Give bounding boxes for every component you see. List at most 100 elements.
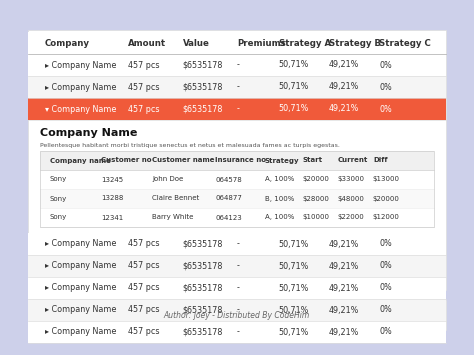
Text: ▸ Company Name: ▸ Company Name [45,328,116,337]
Text: Company name: Company name [50,158,111,164]
Text: $6535178: $6535178 [182,104,223,114]
Text: Strategy A: Strategy A [279,38,331,48]
Text: $12000: $12000 [373,214,400,220]
Text: -: - [237,60,240,70]
Text: $28000: $28000 [302,196,329,202]
Text: -: - [237,104,240,114]
Text: 12341: 12341 [101,214,123,220]
Text: 49,21%: 49,21% [329,262,359,271]
Text: ▸ Company Name: ▸ Company Name [45,306,116,315]
Text: 50,71%: 50,71% [279,82,309,92]
Text: Diff: Diff [373,158,387,164]
Text: Strategy: Strategy [264,158,299,164]
Text: 457 pcs: 457 pcs [128,306,160,315]
Text: 13245: 13245 [101,176,123,182]
Text: $13000: $13000 [373,176,400,182]
Text: $48000: $48000 [337,196,365,202]
Bar [28,321,446,343]
Text: Customer no: Customer no [101,158,152,164]
Text: Value: Value [182,38,210,48]
Bar [40,151,434,170]
Text: 0%: 0% [379,262,392,271]
Text: 49,21%: 49,21% [329,60,359,70]
Text: $10000: $10000 [302,214,329,220]
Text: 0%: 0% [379,82,392,92]
Text: Start: Start [302,158,322,164]
Text: Amount: Amount [128,38,166,48]
Text: Premiums: Premiums [237,38,286,48]
Text: 50,71%: 50,71% [279,104,309,114]
Text: 457 pcs: 457 pcs [128,104,160,114]
Text: 50,71%: 50,71% [279,284,309,293]
Text: 49,21%: 49,21% [329,284,359,293]
Text: 50,71%: 50,71% [279,60,309,70]
Bar [40,170,434,189]
Text: $20000: $20000 [373,196,400,202]
Text: 49,21%: 49,21% [329,104,359,114]
Text: Strategy B: Strategy B [329,38,381,48]
Text: 457 pcs: 457 pcs [128,328,160,337]
Bar [28,233,446,255]
Text: -: - [237,240,240,248]
Text: 50,71%: 50,71% [279,328,309,337]
Bar [28,277,446,299]
Text: $6535178: $6535178 [182,328,223,337]
Text: A, 100%: A, 100% [264,176,294,182]
Text: A, 100%: A, 100% [264,214,294,220]
Text: Sony: Sony [50,196,67,202]
Text: 0%: 0% [379,60,392,70]
Text: 49,21%: 49,21% [329,306,359,315]
Text: 50,71%: 50,71% [279,306,309,315]
Text: Strategy C: Strategy C [379,38,431,48]
Text: -: - [237,262,240,271]
Text: Sony: Sony [50,176,67,182]
Text: $6535178: $6535178 [182,60,223,70]
Text: 457 pcs: 457 pcs [128,240,160,248]
Text: Company Name: Company Name [40,128,137,138]
Text: 0%: 0% [379,306,392,315]
Text: Author: joey - Distributed By CodeHim: Author: joey - Distributed By CodeHim [164,311,310,320]
Text: $6535178: $6535178 [182,306,223,315]
Text: 50,71%: 50,71% [279,262,309,271]
Text: 49,21%: 49,21% [329,328,359,337]
Text: Barry White: Barry White [152,214,194,220]
Bar [28,54,446,76]
Text: ▸ Company Name: ▸ Company Name [45,240,116,248]
Text: 13288: 13288 [101,196,123,202]
Text: 457 pcs: 457 pcs [128,262,160,271]
Text: B, 100%: B, 100% [264,196,294,202]
Text: 0%: 0% [379,284,392,293]
Text: 457 pcs: 457 pcs [128,60,160,70]
Text: 0%: 0% [379,328,392,337]
Text: Insurance no: Insurance no [215,158,266,164]
Bar [28,98,446,120]
Bar [28,30,446,290]
Text: ▸ Company Name: ▸ Company Name [45,284,116,293]
Text: $33000: $33000 [337,176,365,182]
Text: $6535178: $6535178 [182,82,223,92]
Text: Sony: Sony [50,214,67,220]
Text: -: - [237,328,240,337]
Bar [28,255,446,277]
Bar [40,189,434,208]
Text: $20000: $20000 [302,176,329,182]
Text: -: - [237,306,240,315]
Text: $6535178: $6535178 [182,240,223,248]
Text: 0%: 0% [379,240,392,248]
Bar [28,32,446,54]
Text: -: - [237,284,240,293]
Text: 457 pcs: 457 pcs [128,284,160,293]
Text: 50,71%: 50,71% [279,240,309,248]
Text: -: - [237,82,240,92]
Text: $6535178: $6535178 [182,262,223,271]
Text: John Doe: John Doe [152,176,183,182]
Text: Claire Bennet: Claire Bennet [152,196,200,202]
Text: Pellentesque habitant morbi tristique senectus et netus et malesuada fames ac tu: Pellentesque habitant morbi tristique se… [40,142,340,147]
Bar [40,208,434,227]
Bar [28,76,446,98]
Text: 49,21%: 49,21% [329,240,359,248]
Text: Current: Current [337,158,368,164]
Text: ▸ Company Name: ▸ Company Name [45,60,116,70]
Bar [28,300,446,330]
Text: $22000: $22000 [337,214,364,220]
